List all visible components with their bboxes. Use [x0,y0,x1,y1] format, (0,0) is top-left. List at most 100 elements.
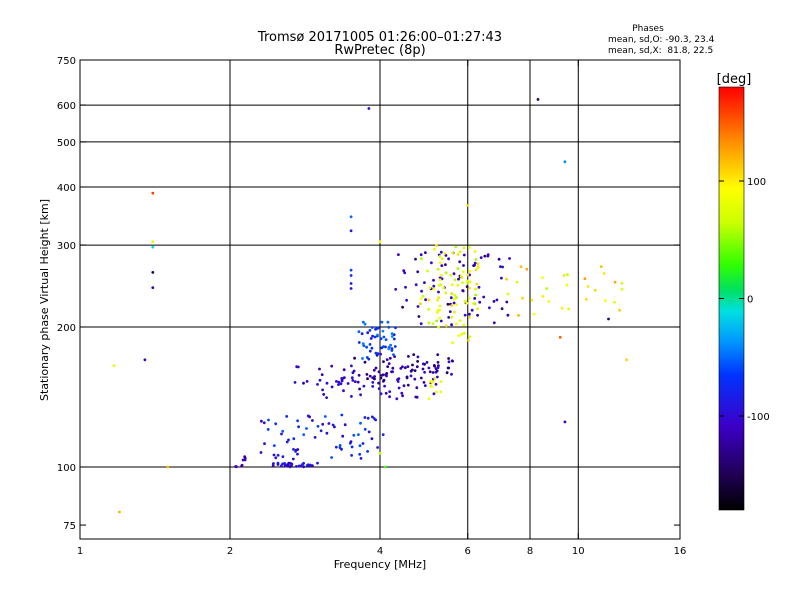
data-point [338,444,342,447]
data-point [421,367,425,371]
data-point [506,292,510,296]
data-point [525,267,529,271]
data-point [143,358,147,362]
data-point [450,283,454,287]
phases-x-stats: mean, sd,X: 81.8, 22.5 [608,46,713,56]
data-point [438,316,441,320]
data-point [432,364,436,367]
data-point [166,465,170,469]
data-point [449,296,453,300]
data-point [461,281,464,285]
data-point [505,277,508,281]
data-point [462,264,465,267]
data-point [380,374,384,377]
data-point [458,260,462,264]
data-point [416,360,419,363]
data-point [372,368,376,372]
data-point [444,291,448,295]
data-point [340,413,344,417]
data-point [357,373,361,377]
data-point [456,283,460,287]
data-point [433,247,436,251]
data-point [445,371,449,375]
data-point [563,420,567,424]
data-point [466,279,469,283]
data-point [416,305,420,308]
data-point [395,397,399,401]
data-point [403,271,407,275]
data-point [463,299,467,303]
x-tick-label: 8 [527,546,533,557]
data-point [337,380,341,384]
x-axis-ticks: 1 2 4 6 8 10 16 [77,60,687,557]
data-point [411,363,414,367]
data-point [352,433,356,437]
data-point [330,456,333,459]
data-point [447,257,450,261]
data-point [376,352,380,356]
grid-layer [80,60,680,539]
data-point [285,440,289,444]
data-point [519,265,523,268]
data-point [323,415,327,418]
x-tick-label: 16 [674,546,687,557]
data-point [349,215,353,219]
data-point [488,306,491,310]
data-point [476,266,480,269]
data-point [319,429,323,433]
y-axis-ticks: 75 100 200 300 400 500 600 750 [57,56,680,532]
data-point [423,384,427,387]
data-point [457,277,460,281]
data-point [414,283,418,287]
data-point [402,269,406,272]
data-point [285,415,289,418]
data-point [370,346,374,350]
data-point [366,450,369,453]
data-point [419,297,423,300]
data-point [349,282,353,285]
data-point [409,369,413,373]
data-point [406,365,410,368]
data-point [437,290,440,294]
data-point [288,465,292,469]
data-point [369,337,373,340]
data-point [468,269,472,273]
data-point [438,255,442,258]
data-point [280,464,283,468]
data-point [468,273,471,277]
data-point [299,464,303,468]
data-point [259,451,263,454]
data-point [497,257,501,261]
data-point [492,321,496,325]
data-point [334,445,338,449]
data-point [403,366,407,370]
data-point [563,160,567,164]
data-point [371,385,375,388]
data-point [468,335,471,339]
colorbar-ticks: 100 0 -100 [719,177,770,423]
data-point [419,253,423,257]
data-point [415,365,419,369]
y-axis-label: Stationary phase Virtual Height [km] [38,199,51,401]
data-point [368,374,372,378]
data-point [341,434,345,438]
data-point [450,304,454,307]
data-point [419,322,423,326]
data-point [276,461,280,465]
data-point [565,283,569,287]
data-point [387,347,391,351]
data-point [470,308,474,312]
data-point [479,256,483,259]
data-point [380,346,384,350]
data-point [367,357,371,361]
data-point [474,293,478,297]
data-point [337,383,340,386]
data-point [342,368,346,372]
data-point [330,385,334,389]
colorbar-tick-label: -100 [747,412,770,423]
data-point [435,319,439,323]
data-point [350,454,353,457]
data-point [386,320,390,324]
data-point [361,357,364,360]
data-point [387,325,391,329]
